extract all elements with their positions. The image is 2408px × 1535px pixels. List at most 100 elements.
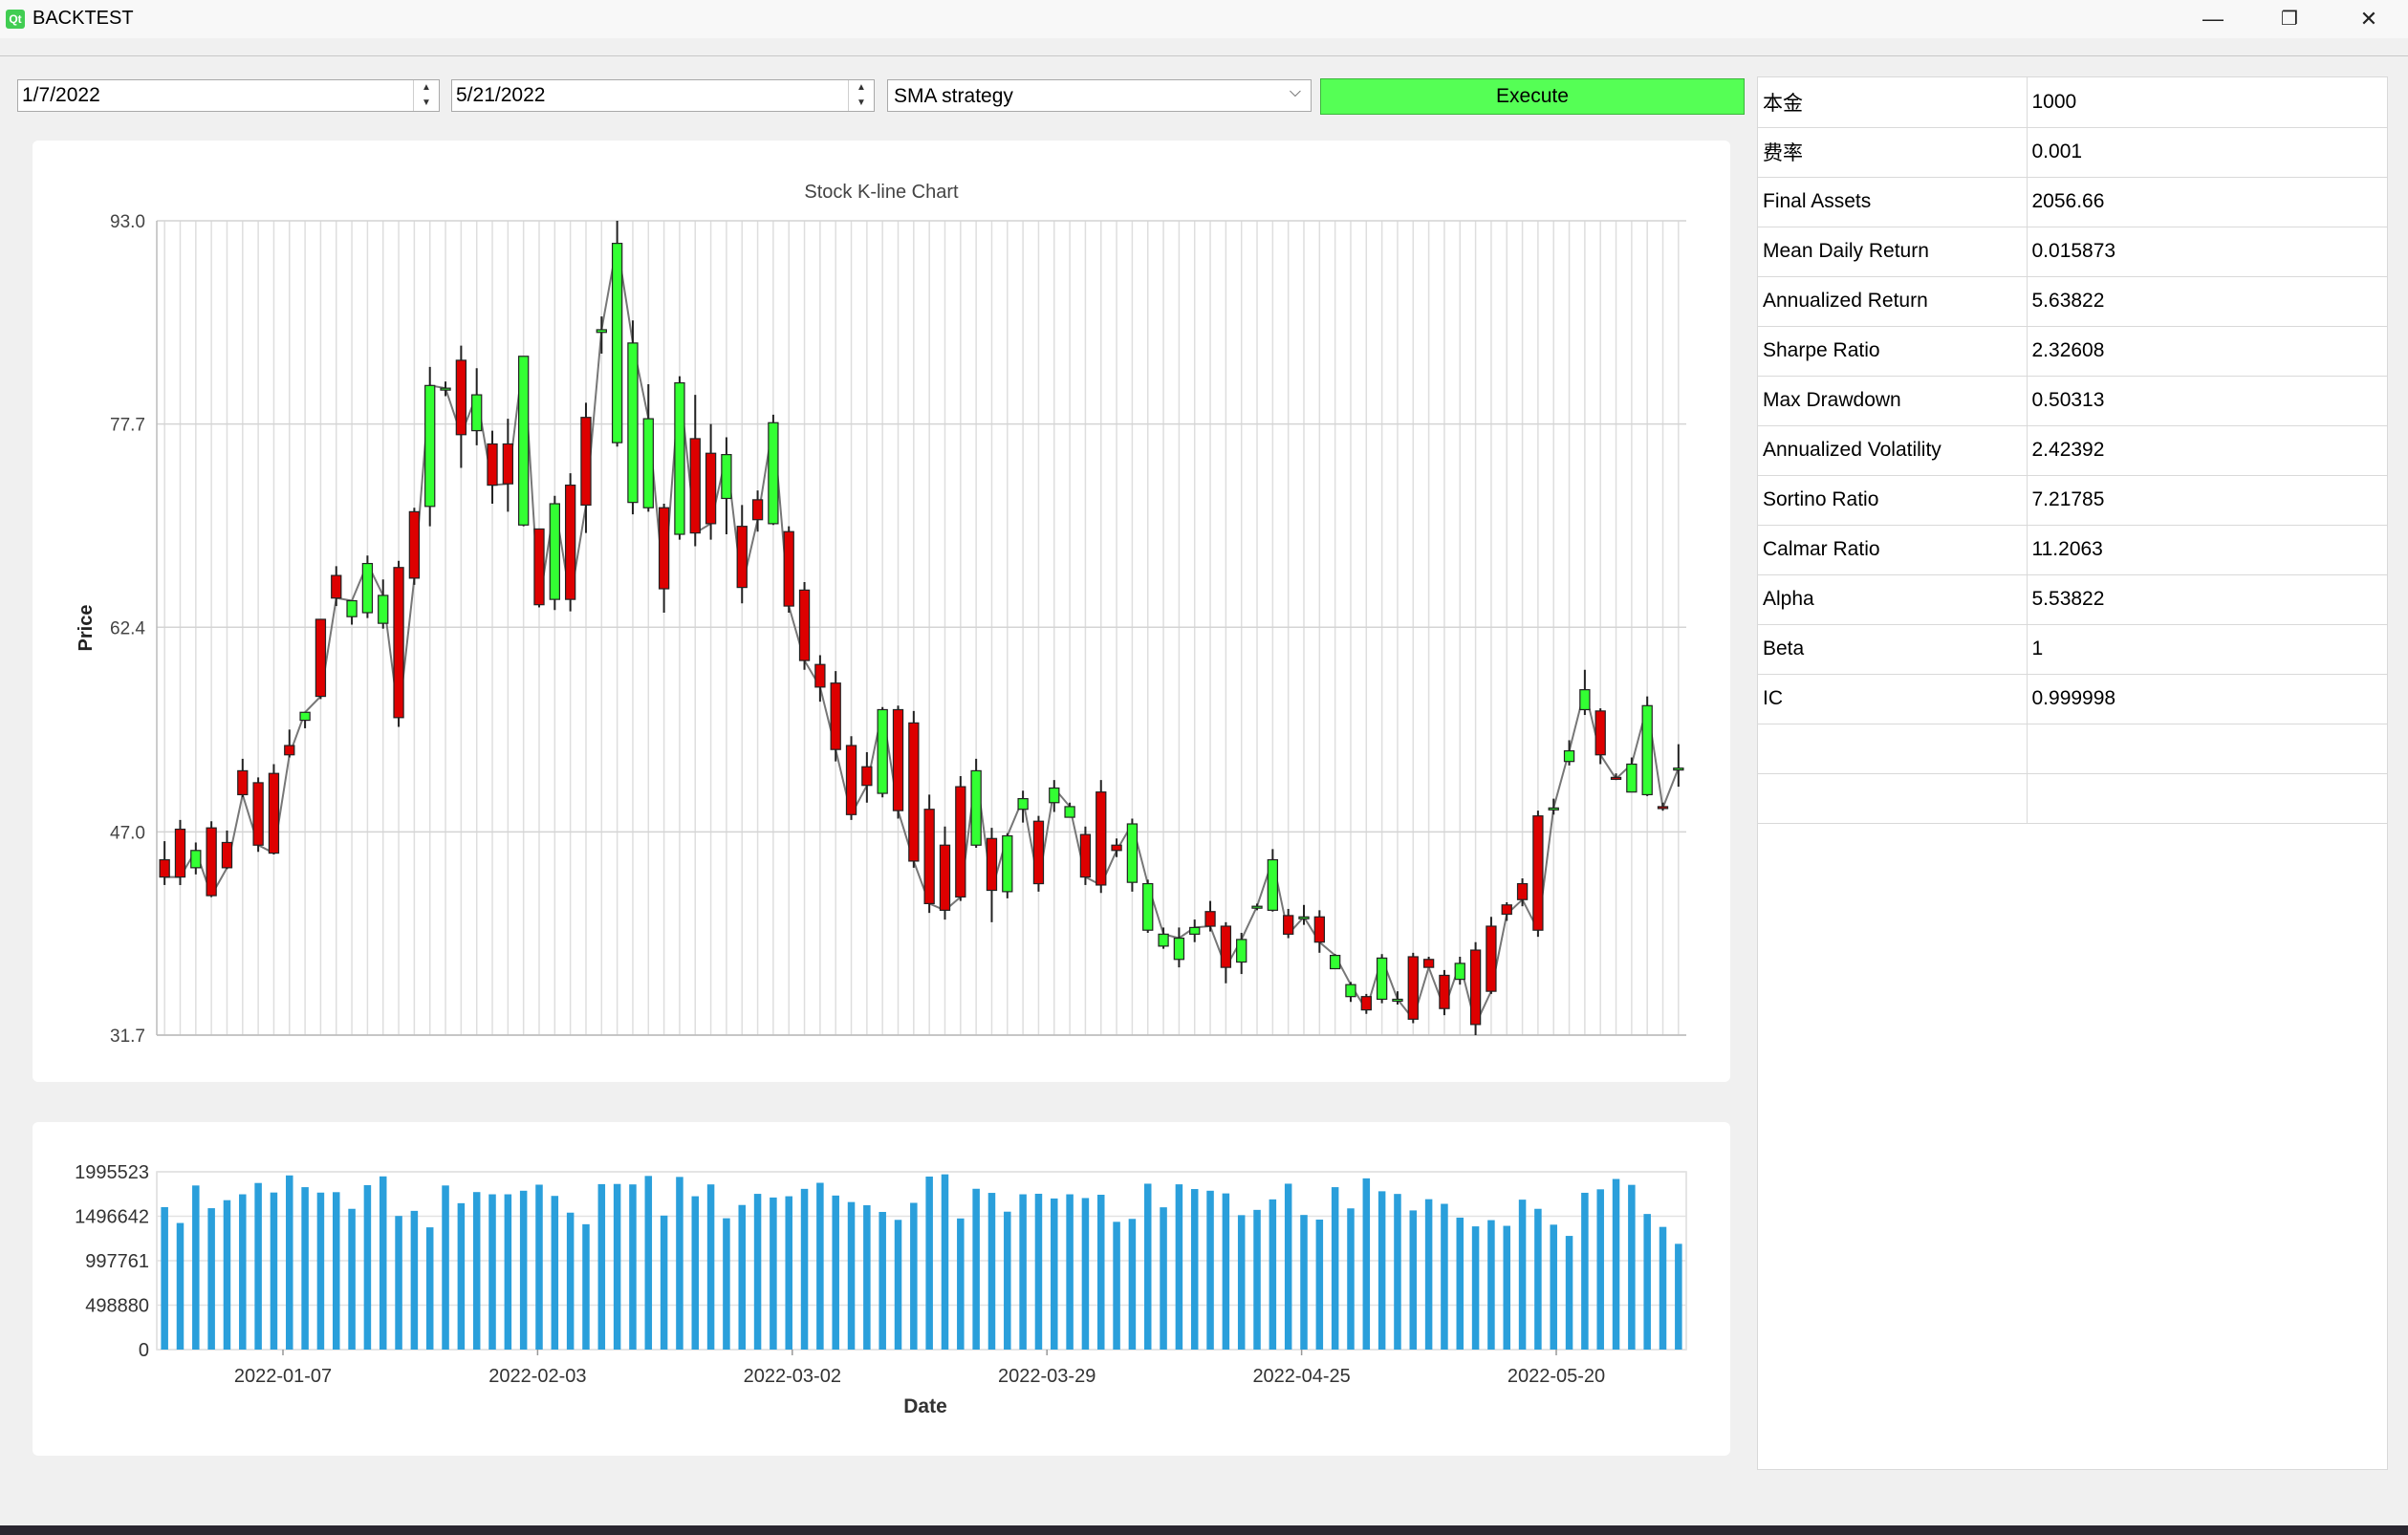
metric-label[interactable]: 本金 — [1758, 77, 2028, 128]
end-date-input[interactable] — [456, 80, 838, 111]
metric-row[interactable]: Alpha 5.53822 — [1758, 574, 2387, 625]
metric-value[interactable]: 5.63822 — [2027, 276, 2387, 327]
volume-bar — [1659, 1226, 1667, 1350]
candle — [1142, 879, 1154, 933]
x-tick-label: 2022-02-03 — [488, 1366, 586, 1387]
metric-value[interactable]: 5.53822 — [2027, 574, 2387, 625]
metric-row[interactable] — [1758, 724, 2387, 774]
volume-bar — [613, 1183, 621, 1350]
candle-body-down — [1501, 904, 1512, 916]
candle — [1360, 993, 1372, 1014]
volume-bar — [192, 1185, 200, 1350]
start-date-edit[interactable]: ▲ ▼ — [17, 79, 440, 112]
candle-body-down — [1032, 820, 1045, 885]
volume-bar — [941, 1174, 949, 1350]
metric-label[interactable]: Calmar Ratio — [1758, 525, 2028, 575]
metric-row[interactable]: IC 0.999998 — [1758, 674, 2387, 724]
strategy-select[interactable]: SMA strategy ⌵ — [887, 79, 1312, 112]
candle-body-down — [751, 499, 764, 521]
metric-label[interactable]: Sharpe Ratio — [1758, 326, 2028, 377]
candle — [471, 368, 483, 445]
metric-label[interactable]: Alpha — [1758, 574, 2028, 625]
metric-row[interactable]: Sharpe Ratio 2.32608 — [1758, 326, 2387, 377]
metric-value[interactable]: 1 — [2027, 624, 2387, 675]
candle-body-up — [1158, 933, 1169, 947]
strategy-select-value: SMA strategy — [894, 85, 1013, 107]
candle-body-up — [424, 384, 436, 508]
start-date-input[interactable] — [22, 80, 404, 111]
candle — [268, 764, 280, 854]
metric-row[interactable]: Mean Daily Return 0.015873 — [1758, 227, 2387, 277]
close-button[interactable]: ✕ — [2359, 7, 2378, 31]
volume-bar — [863, 1205, 871, 1350]
candle-body-up — [440, 387, 451, 391]
candle-body-down — [315, 618, 327, 698]
metric-label[interactable] — [1758, 724, 2028, 774]
spin-up-icon[interactable]: ▲ — [422, 82, 431, 93]
metric-value[interactable]: 11.2063 — [2027, 525, 2387, 575]
metric-row[interactable]: Calmar Ratio 11.2063 — [1758, 525, 2387, 575]
metric-value[interactable]: 0.999998 — [2027, 674, 2387, 724]
volume-bar — [770, 1197, 777, 1350]
candle-body-down — [1111, 844, 1122, 852]
minimize-button[interactable]: — — [2202, 7, 2224, 31]
end-date-edit[interactable]: ▲ ▼ — [451, 79, 875, 112]
metric-value[interactable]: 2056.66 — [2027, 177, 2387, 227]
metric-row[interactable]: Sortino Ratio 7.21785 — [1758, 475, 2387, 526]
metric-label[interactable]: Max Drawdown — [1758, 376, 2028, 426]
metric-value[interactable]: 2.42392 — [2027, 425, 2387, 476]
candle — [1439, 969, 1450, 1016]
metric-row[interactable]: Final Assets 2056.66 — [1758, 177, 2387, 227]
metric-label[interactable]: 费率 — [1758, 127, 2028, 178]
volume-bar — [925, 1176, 933, 1350]
metric-label[interactable]: Mean Daily Return — [1758, 227, 2028, 277]
candle — [408, 508, 421, 585]
metric-value[interactable]: 7.21785 — [2027, 475, 2387, 526]
spin-down-icon[interactable]: ▼ — [422, 97, 431, 108]
start-date-spinner[interactable]: ▲ ▼ — [413, 80, 439, 111]
candle — [1267, 849, 1279, 912]
metric-row[interactable] — [1758, 773, 2387, 824]
metric-label[interactable] — [1758, 773, 2028, 824]
metric-value[interactable]: 2.32608 — [2027, 326, 2387, 377]
chevron-down-icon[interactable]: ⌵ — [1289, 84, 1301, 100]
metric-row[interactable]: Annualized Return 5.63822 — [1758, 276, 2387, 327]
metric-label[interactable]: Sortino Ratio — [1758, 475, 2028, 526]
metric-row[interactable]: Beta 1 — [1758, 624, 2387, 675]
metric-label[interactable]: Final Assets — [1758, 177, 2028, 227]
metric-row[interactable]: 本金 1000 — [1758, 77, 2387, 128]
candle-body-down — [1079, 833, 1092, 878]
spin-up-icon[interactable]: ▲ — [857, 82, 866, 93]
candle — [861, 751, 873, 803]
candle-body-down — [783, 530, 794, 607]
candle-body-down — [159, 858, 170, 878]
restore-button[interactable]: ❐ — [2281, 9, 2298, 30]
metric-value[interactable]: 0.001 — [2027, 127, 2387, 178]
candle-body-up — [596, 329, 607, 334]
candle-body-up — [1017, 798, 1029, 811]
spin-down-icon[interactable]: ▼ — [857, 97, 866, 108]
metric-value[interactable]: 0.015873 — [2027, 227, 2387, 277]
volume-bar — [1471, 1226, 1480, 1350]
end-date-spinner[interactable]: ▲ ▼ — [848, 80, 874, 111]
metric-value[interactable]: 1000 — [2027, 77, 2387, 128]
candle — [346, 599, 358, 625]
candle — [315, 618, 327, 700]
metric-value[interactable] — [2027, 724, 2387, 774]
metric-label[interactable]: Annualized Volatility — [1758, 425, 2028, 476]
volume-bar — [1128, 1219, 1137, 1350]
metric-row[interactable]: Annualized Volatility 2.42392 — [1758, 425, 2387, 476]
metric-row[interactable]: 费率 0.001 — [1758, 127, 2387, 178]
execute-button[interactable]: Execute — [1320, 78, 1745, 115]
metric-row[interactable]: Max Drawdown 0.50313 — [1758, 376, 2387, 426]
candle-body-up — [1641, 704, 1653, 796]
metric-label[interactable]: IC — [1758, 674, 2028, 724]
candle — [845, 736, 857, 820]
metric-value[interactable]: 0.50313 — [2027, 376, 2387, 426]
candle-body-up — [190, 850, 202, 869]
metric-label[interactable]: Annualized Return — [1758, 276, 2028, 327]
metric-value[interactable] — [2027, 773, 2387, 824]
candle-body-down — [237, 769, 249, 796]
metric-label[interactable]: Beta — [1758, 624, 2028, 675]
volume-bar — [519, 1190, 528, 1350]
